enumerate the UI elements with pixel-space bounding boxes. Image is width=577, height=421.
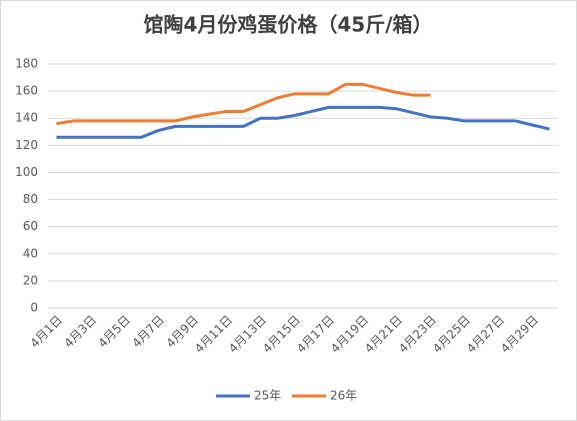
y-tick-label: 60 (23, 219, 38, 233)
line-series (56, 82, 431, 126)
y-tick-label: 100 (15, 165, 38, 179)
legend-label: 26年 (330, 389, 357, 403)
line-series (56, 105, 550, 139)
y-tick-label: 120 (15, 138, 38, 152)
legend-label: 25年 (254, 389, 281, 403)
y-tick-label: 160 (15, 84, 38, 98)
y-tick-label: 0 (30, 301, 38, 315)
y-tick-label: 80 (23, 192, 38, 206)
y-tick-label: 140 (15, 111, 38, 125)
y-tick-label: 20 (23, 273, 38, 287)
y-tick-label: 180 (15, 57, 38, 71)
y-tick-label: 40 (23, 246, 38, 260)
chart-title: 馆陶4月份鸡蛋价格（45斤/箱） (143, 13, 432, 37)
